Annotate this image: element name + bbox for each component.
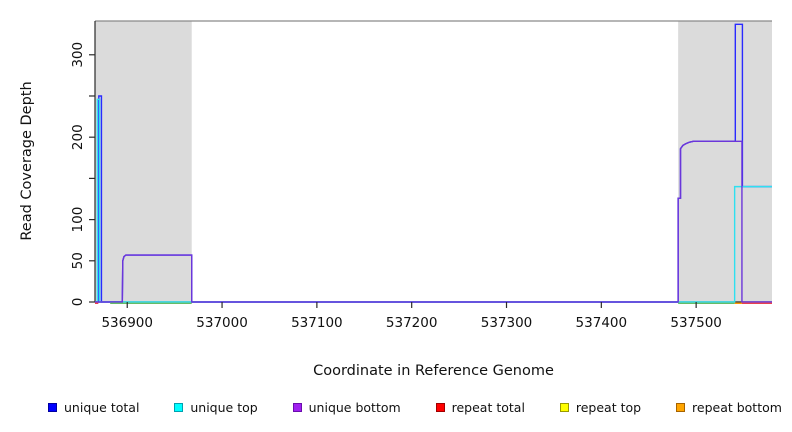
legend-item-unique-top: unique top (174, 399, 258, 415)
masked-region (678, 21, 772, 302)
y-tick-label: 100 (70, 207, 86, 233)
x-tick-label: 537400 (576, 315, 628, 331)
legend-label-repeat-top: repeat top (575, 399, 642, 415)
unique-bottom-swatch-icon (292, 402, 302, 412)
series-lines (95, 23, 772, 304)
y-tick-label: 300 (70, 42, 86, 68)
series-unique-top (95, 98, 772, 303)
y-axis-ticks: 0 50 100 200 300 (70, 42, 95, 306)
repeat-bottom-swatch-icon (676, 402, 686, 412)
unique-top-swatch-icon (174, 402, 184, 412)
legend-item-repeat-total: repeat total (435, 399, 525, 415)
x-tick-label: 537100 (291, 315, 343, 331)
legend-item-unique-bottom: unique bottom (292, 399, 401, 415)
repeat-total-swatch-icon (435, 402, 445, 412)
y-tick-label: 200 (70, 124, 86, 150)
repeat-top-swatch-icon (559, 402, 569, 412)
series-unique-total (95, 23, 772, 303)
y-tick-label: 50 (70, 252, 86, 269)
legend-item-repeat-top: repeat top (559, 399, 642, 415)
legend-label-repeat-total: repeat total (451, 399, 525, 415)
x-axis-ticks: 536900 537000 537100 537200 537300 537400 5375… (101, 302, 722, 331)
y-tick-label: 0 (70, 298, 86, 307)
unique-total-swatch-icon (48, 402, 57, 412)
x-tick-label: 537200 (386, 315, 438, 331)
legend-label-unique-top: unique top (190, 399, 258, 415)
legend-label-repeat-bottom: repeat bottom (692, 399, 782, 415)
series-unique-bottom (95, 140, 772, 303)
legend-row: unique total unique top unique bottom repea… (48, 396, 782, 418)
legend-label-unique-bottom: unique bottom (308, 399, 401, 415)
x-tick-label: 537500 (670, 315, 722, 331)
legend-item-repeat-bottom: repeat bottom (676, 400, 782, 415)
x-tick-label: 537300 (481, 315, 533, 331)
masked-region (95, 21, 192, 302)
x-axis-title: Coordinate in Reference Genome (313, 363, 554, 379)
legend-label-unique-total: unique total (64, 399, 140, 415)
legend-item-unique-total: unique total (48, 400, 139, 415)
x-tick-label: 536900 (101, 315, 153, 331)
plot-frame (94, 20, 772, 303)
x-tick-label: 537000 (196, 315, 248, 331)
masked-regions (95, 21, 772, 302)
